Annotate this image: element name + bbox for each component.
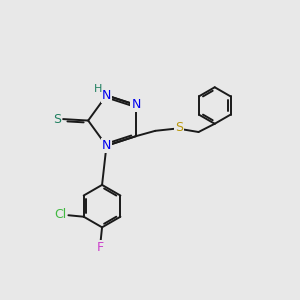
Text: S: S <box>175 121 183 134</box>
Text: F: F <box>97 242 104 254</box>
Text: Cl: Cl <box>54 208 66 221</box>
Text: N: N <box>102 89 111 102</box>
Text: H: H <box>94 84 102 94</box>
Text: S: S <box>53 112 61 126</box>
Text: N: N <box>131 98 141 112</box>
Text: N: N <box>102 139 111 152</box>
